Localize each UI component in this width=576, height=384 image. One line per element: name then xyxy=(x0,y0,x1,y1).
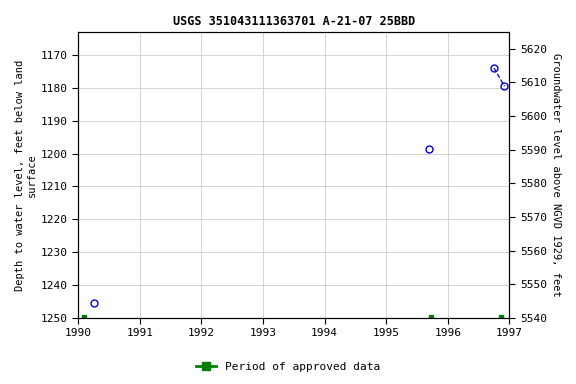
Y-axis label: Groundwater level above NGVD 1929, feet: Groundwater level above NGVD 1929, feet xyxy=(551,53,561,297)
Legend: Period of approved data: Period of approved data xyxy=(191,358,385,377)
Title: USGS 351043111363701 A-21-07 25BBD: USGS 351043111363701 A-21-07 25BBD xyxy=(173,15,415,28)
Y-axis label: Depth to water level, feet below land
surface: Depth to water level, feet below land su… xyxy=(15,59,37,291)
